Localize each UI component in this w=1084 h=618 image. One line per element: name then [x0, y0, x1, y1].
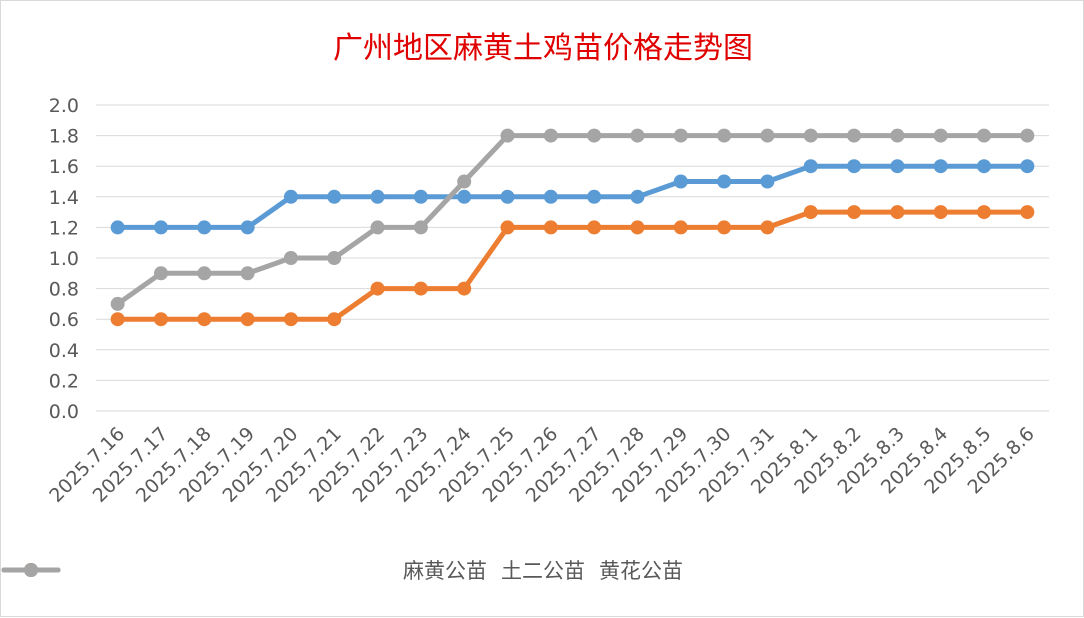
series-2-point — [933, 205, 948, 220]
series-1-point — [153, 220, 168, 235]
series-2-point — [110, 312, 125, 327]
series-3-point — [370, 220, 385, 235]
series-1-point — [240, 220, 255, 235]
series-1-point — [803, 159, 818, 174]
series-1-point — [327, 189, 342, 204]
series-line-3 — [115, 133, 1030, 307]
y-tick-label: 0.6 — [49, 309, 79, 331]
series-2-point — [543, 220, 558, 235]
series-2-point — [153, 312, 168, 327]
chart-legend: 麻黄公苗 土二公苗 黄花公苗 — [1, 555, 1084, 585]
series-3-point — [457, 174, 472, 189]
series-3-point — [977, 128, 992, 143]
series-1-point — [370, 189, 385, 204]
series-1-point — [197, 220, 212, 235]
y-tick-label: 1.6 — [49, 156, 79, 178]
series-1-point — [543, 189, 558, 204]
series-1-point — [110, 220, 125, 235]
series-2-point — [760, 220, 775, 235]
legend-label: 麻黄公苗 — [403, 559, 487, 583]
series-3-point — [760, 128, 775, 143]
series-3-point — [543, 128, 558, 143]
series-1-point — [413, 189, 428, 204]
series-line-2 — [115, 209, 1030, 322]
series-line-1 — [115, 163, 1030, 230]
series-1-point — [673, 174, 688, 189]
series-1-point — [977, 159, 992, 174]
y-tick-label: 2.0 — [49, 95, 79, 117]
legend-label: 土二公苗 — [501, 559, 585, 583]
series-3-point — [240, 266, 255, 281]
series-3-point — [673, 128, 688, 143]
y-tick-label: 1.8 — [49, 126, 79, 148]
series-2-point — [847, 205, 862, 220]
series-3-point — [890, 128, 905, 143]
y-tick-label: 1.4 — [49, 187, 79, 209]
series-2-point — [370, 281, 385, 296]
series-1-point — [847, 159, 862, 174]
legend-label: 黄花公苗 — [599, 559, 683, 583]
legend-swatch — [1, 563, 61, 577]
series-1-point — [587, 189, 602, 204]
series-1-point — [630, 189, 645, 204]
series-2-point — [413, 281, 428, 296]
series-3-point — [327, 251, 342, 265]
y-tick-label: 0.0 — [49, 401, 79, 423]
series-1-point — [890, 159, 905, 174]
y-tick-label: 1.2 — [49, 217, 79, 239]
series-2-point — [803, 205, 818, 220]
series-3-point — [630, 128, 645, 143]
series-2-point — [283, 312, 298, 327]
series-2-point — [197, 312, 212, 327]
y-tick-label: 0.4 — [49, 340, 79, 362]
legend-item-1: 麻黄公苗 — [1, 555, 487, 585]
series-3-point — [587, 128, 602, 143]
y-tick-label: 0.2 — [49, 370, 79, 392]
series-3-point — [283, 251, 298, 265]
series-3-point — [197, 266, 212, 281]
series-3-point — [500, 128, 515, 143]
legend-item-3: 黄花公苗 — [1, 555, 683, 585]
series-2-point — [1020, 205, 1035, 220]
series-3-point — [717, 128, 732, 143]
series-2-point — [327, 312, 342, 327]
series-2-point — [890, 205, 905, 220]
series-1-point — [760, 174, 775, 189]
y-tick-label: 1.0 — [49, 248, 79, 270]
series-2-point — [457, 281, 472, 296]
series-1-point — [1020, 159, 1035, 174]
series-3-point — [933, 128, 948, 143]
series-2-point — [673, 220, 688, 235]
series-3-point — [847, 128, 862, 143]
series-3-point — [1020, 128, 1035, 143]
y-tick-label: 0.8 — [49, 279, 79, 301]
series-2-point — [630, 220, 645, 235]
series-1-point — [717, 174, 732, 189]
series-1-point — [933, 159, 948, 174]
series-1-point — [457, 189, 472, 204]
series-3-point — [803, 128, 818, 143]
series-2-point — [240, 312, 255, 327]
series-3-point — [110, 296, 125, 311]
series-1-point — [283, 189, 298, 204]
series-3-point — [413, 220, 428, 235]
series-2-point — [977, 205, 992, 220]
series-1-point — [500, 189, 515, 204]
series-3-point — [153, 266, 168, 281]
series-2-point — [500, 220, 515, 235]
legend-item-2: 土二公苗 — [1, 555, 585, 585]
series-2-point — [587, 220, 602, 235]
series-2-point — [717, 220, 732, 235]
chart-title: 广州地区麻黄土鸡苗价格走势图 — [333, 31, 753, 66]
